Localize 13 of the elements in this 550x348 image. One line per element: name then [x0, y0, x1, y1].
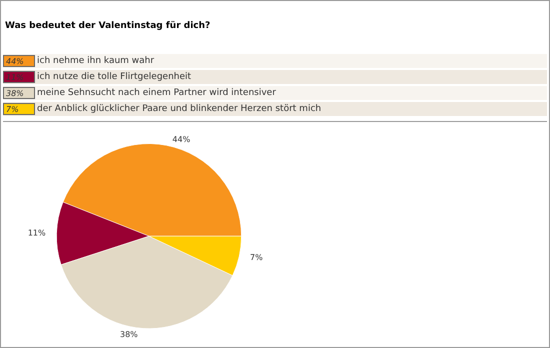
legend-label: meine Sehnsucht nach einem Partner wird intensiver — [37, 88, 276, 98]
data-label: 11% — [28, 228, 46, 238]
chart-title: Was bedeutet der Valentinstag für dich? — [5, 21, 210, 31]
text: 7% — [6, 105, 19, 114]
legend-label: ich nutze die tolle Flirtgelegenheit — [37, 72, 192, 82]
data-label: 7% — [250, 253, 264, 262]
legend-label: ich nehme ihn kaum wahr — [37, 56, 154, 66]
text: 11% — [6, 73, 24, 82]
text: 38% — [6, 89, 24, 98]
text: 44% — [6, 57, 24, 66]
legend-label: der Anblick glücklicher Paare und blinkender Herzen stört mich — [37, 104, 322, 114]
data-label: 44% — [172, 134, 191, 144]
data-label: 38% — [120, 330, 138, 339]
